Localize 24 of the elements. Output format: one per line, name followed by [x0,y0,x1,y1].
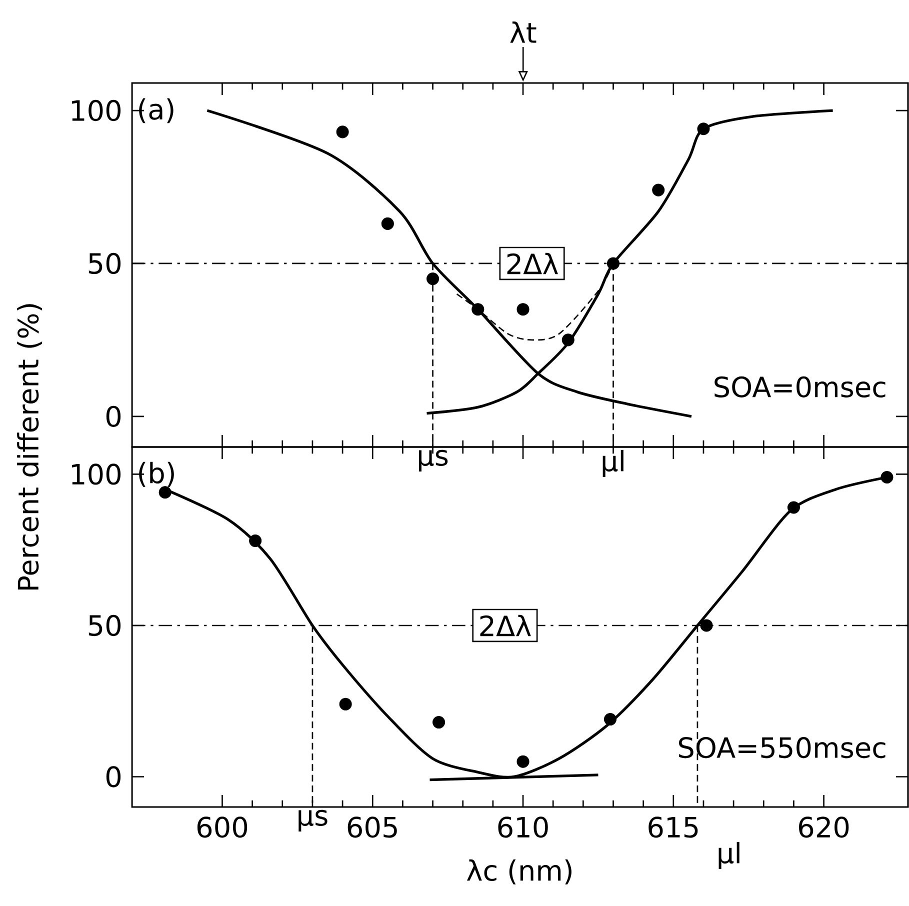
annotation: 2Δλ [480,614,531,636]
chart-title: (a) [139,98,174,124]
chart-title: (b) [139,462,174,487]
x-tick-label: 600 [197,816,248,838]
annotation: SOA=0msec [714,376,886,398]
y-tick-label: 0 [106,406,121,427]
annotation: 2Δλ [507,252,558,274]
x-tick-label: 615 [648,816,698,838]
annotation: SOA=550msec [678,737,886,758]
text: λt [510,21,536,43]
y-tick-label: 0 [106,766,121,788]
x-tick-label: 610 [498,816,548,838]
x-tick-label: 620 [799,816,849,838]
ref-line-label: μl [718,842,740,870]
x-tick-label: 605 [348,816,397,838]
y-tick-label: 50 [88,252,121,274]
y-tick-label: 50 [88,614,121,636]
y-tick-label: 100 [72,464,121,485]
y-axis-title: Percent different (%) [17,304,42,590]
ref-line-label: μs [418,450,448,472]
ref-line-label: μs [298,810,328,832]
x-axis-title: λc (nm) [466,859,572,884]
y-tick-label: 100 [72,100,121,122]
ref-line-label: μl [602,450,624,478]
